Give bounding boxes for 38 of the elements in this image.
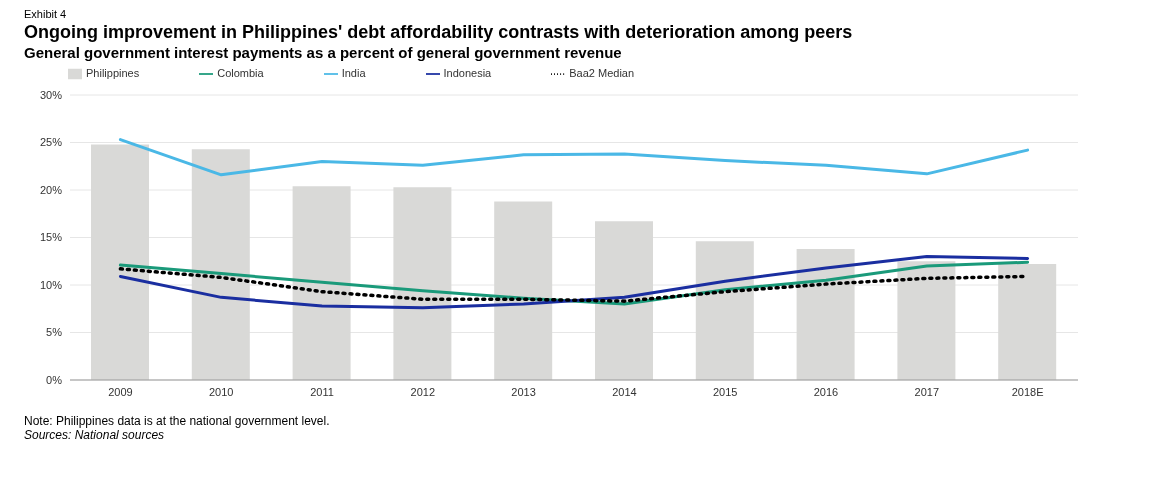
y-tick-label: 5% xyxy=(46,326,63,339)
bar xyxy=(998,264,1057,380)
legend-label: Colombia xyxy=(217,67,264,79)
x-tick-label: 2014 xyxy=(612,385,637,398)
bar xyxy=(191,149,250,380)
bar xyxy=(595,221,653,380)
legend-label: Baa2 Median xyxy=(569,67,635,79)
x-tick-label: 2015 xyxy=(712,385,738,398)
legend-label: Indonesia xyxy=(443,67,492,79)
bar xyxy=(897,261,956,380)
x-tick-label: 2017 xyxy=(914,385,940,398)
legend-label: India xyxy=(341,67,366,79)
x-tick-label: 2012 xyxy=(410,385,436,398)
chart-subtitle: General government interest payments as a percent of general government revenue xyxy=(24,44,623,61)
x-tick-label: 2013 xyxy=(511,385,536,398)
y-tick-label: 20% xyxy=(39,183,63,196)
line-series xyxy=(118,138,1030,177)
y-tick-label: 30% xyxy=(39,88,63,101)
x-tick-label: 2011 xyxy=(310,385,334,398)
text: Exhibit 4 xyxy=(24,8,68,20)
x-tick-label: 2016 xyxy=(813,385,839,398)
text: Note: Philippines data is at the national government level. xyxy=(24,414,331,428)
y-tick-label: 10% xyxy=(39,278,63,291)
x-tick-label: 2009 xyxy=(108,385,133,398)
source-note: Sources: National sources xyxy=(24,428,166,442)
legend-label: Philippines xyxy=(86,67,140,79)
y-tick-label: 15% xyxy=(39,231,63,244)
bar xyxy=(91,144,149,380)
y-tick-label: 0% xyxy=(46,373,63,386)
bar xyxy=(393,187,452,380)
bar xyxy=(695,241,754,380)
x-tick-label: 2018E xyxy=(1011,385,1044,398)
bar xyxy=(796,248,855,380)
bar xyxy=(494,201,553,380)
bar xyxy=(292,186,351,380)
x-tick-label: 2010 xyxy=(208,385,234,398)
y-tick-label: 25% xyxy=(39,136,63,149)
chart-title: Ongoing improvement in Philippines' debt affordability contrasts with deterioration among peers xyxy=(24,22,854,43)
